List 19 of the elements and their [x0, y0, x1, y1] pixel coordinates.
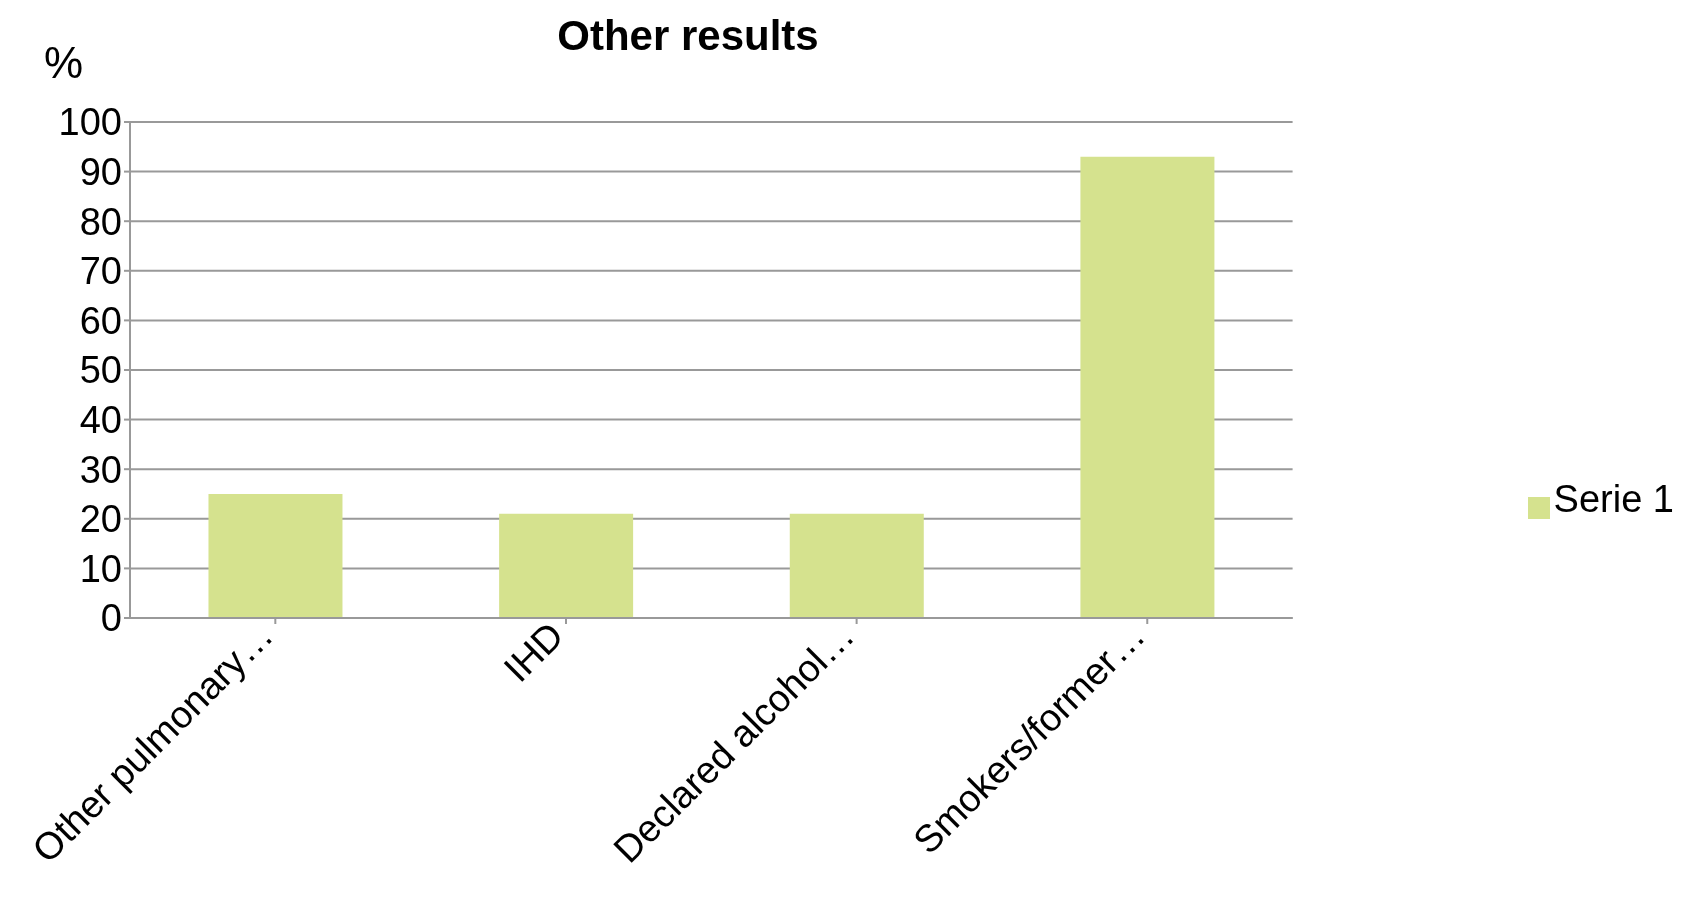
y-tick-label: 60	[79, 299, 122, 342]
y-tick-label: 0	[100, 597, 122, 640]
bar	[1080, 156, 1215, 618]
y-tick-label: 40	[79, 399, 122, 442]
bar	[208, 494, 343, 618]
bar	[499, 513, 634, 618]
y-tick-label: 10	[79, 547, 122, 590]
y-tick-label: 30	[79, 448, 122, 491]
legend-label: Serie 1	[1553, 478, 1674, 520]
y-tick-label: 50	[79, 349, 122, 392]
x-tick-label: IHD	[495, 613, 572, 690]
y-axis-title: %	[44, 38, 84, 88]
y-tick-label: 80	[79, 200, 122, 243]
chart-title: Other results	[557, 12, 819, 59]
y-tick-label: 20	[79, 498, 122, 541]
y-tick-label: 100	[58, 101, 122, 144]
bar	[789, 513, 924, 618]
y-tick-label: 70	[79, 250, 122, 293]
y-tick-label: 90	[79, 151, 122, 194]
